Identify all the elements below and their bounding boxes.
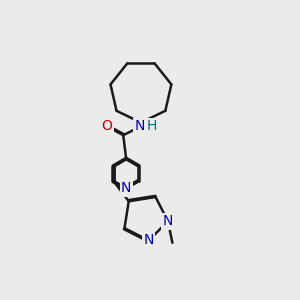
Text: N: N [163,214,173,228]
Text: N: N [143,233,154,248]
Text: N: N [134,119,145,133]
Text: H: H [147,119,158,133]
Text: N: N [121,182,131,195]
Text: O: O [101,119,112,133]
